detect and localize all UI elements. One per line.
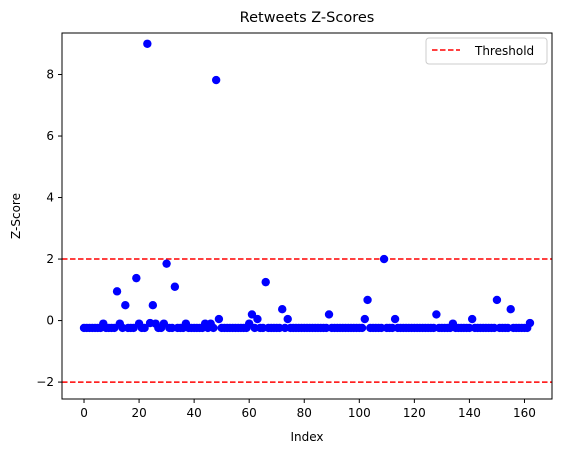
x-tick-label: 80 xyxy=(297,406,312,420)
data-point xyxy=(132,273,141,283)
data-point xyxy=(506,304,515,314)
y-tick-label: 4 xyxy=(46,191,54,205)
legend-box xyxy=(425,37,548,65)
data-point xyxy=(143,39,152,48)
data-point xyxy=(211,75,221,85)
data-point xyxy=(148,300,158,310)
x-tick-label: 0 xyxy=(80,406,88,420)
data-point xyxy=(525,318,535,328)
data-point xyxy=(112,287,122,296)
y-axis-label: Z-Score xyxy=(9,193,23,239)
data-point xyxy=(283,314,292,324)
y-tick-label: −2 xyxy=(36,375,54,389)
x-tick-label: 160 xyxy=(513,406,536,420)
data-point xyxy=(261,277,270,287)
data-point xyxy=(121,300,130,310)
data-point xyxy=(357,323,367,333)
y-tick-label: 0 xyxy=(46,314,54,328)
x-tick-label: 40 xyxy=(186,406,201,420)
data-points xyxy=(79,39,535,333)
data-point xyxy=(247,310,257,319)
data-point xyxy=(390,314,400,324)
y-tick-label: 6 xyxy=(46,129,54,143)
x-tick-label: 140 xyxy=(458,406,481,420)
y-tick-label: 8 xyxy=(46,68,54,82)
data-point xyxy=(278,304,287,314)
data-point xyxy=(363,295,372,305)
x-axis-label: Index xyxy=(290,430,323,444)
data-point xyxy=(162,259,171,268)
data-point xyxy=(492,295,502,305)
legend-threshold-label: Threshold xyxy=(474,44,534,58)
data-point xyxy=(379,254,389,264)
x-axis-ticks: 0 20 40 60 80 100 120 140 160 xyxy=(80,399,536,420)
data-point xyxy=(467,314,477,324)
legend: Threshold xyxy=(425,37,548,65)
threshold-lines xyxy=(62,258,552,383)
chart-title: Retweets Z-Scores xyxy=(240,10,375,26)
plot-frame xyxy=(61,32,553,400)
data-point xyxy=(209,323,218,333)
data-point xyxy=(324,310,334,319)
data-point xyxy=(253,314,262,324)
y-axis-ticks: −2 0 2 4 6 8 xyxy=(36,68,62,389)
data-point xyxy=(170,282,180,291)
data-point xyxy=(432,310,441,319)
x-tick-label: 60 xyxy=(242,406,257,420)
x-tick-label: 100 xyxy=(348,406,371,420)
x-tick-label: 20 xyxy=(131,406,146,420)
x-tick-label: 120 xyxy=(403,406,426,420)
data-point xyxy=(214,314,224,324)
data-point xyxy=(140,323,149,333)
y-tick-label: 2 xyxy=(46,252,54,266)
data-point xyxy=(360,314,370,324)
